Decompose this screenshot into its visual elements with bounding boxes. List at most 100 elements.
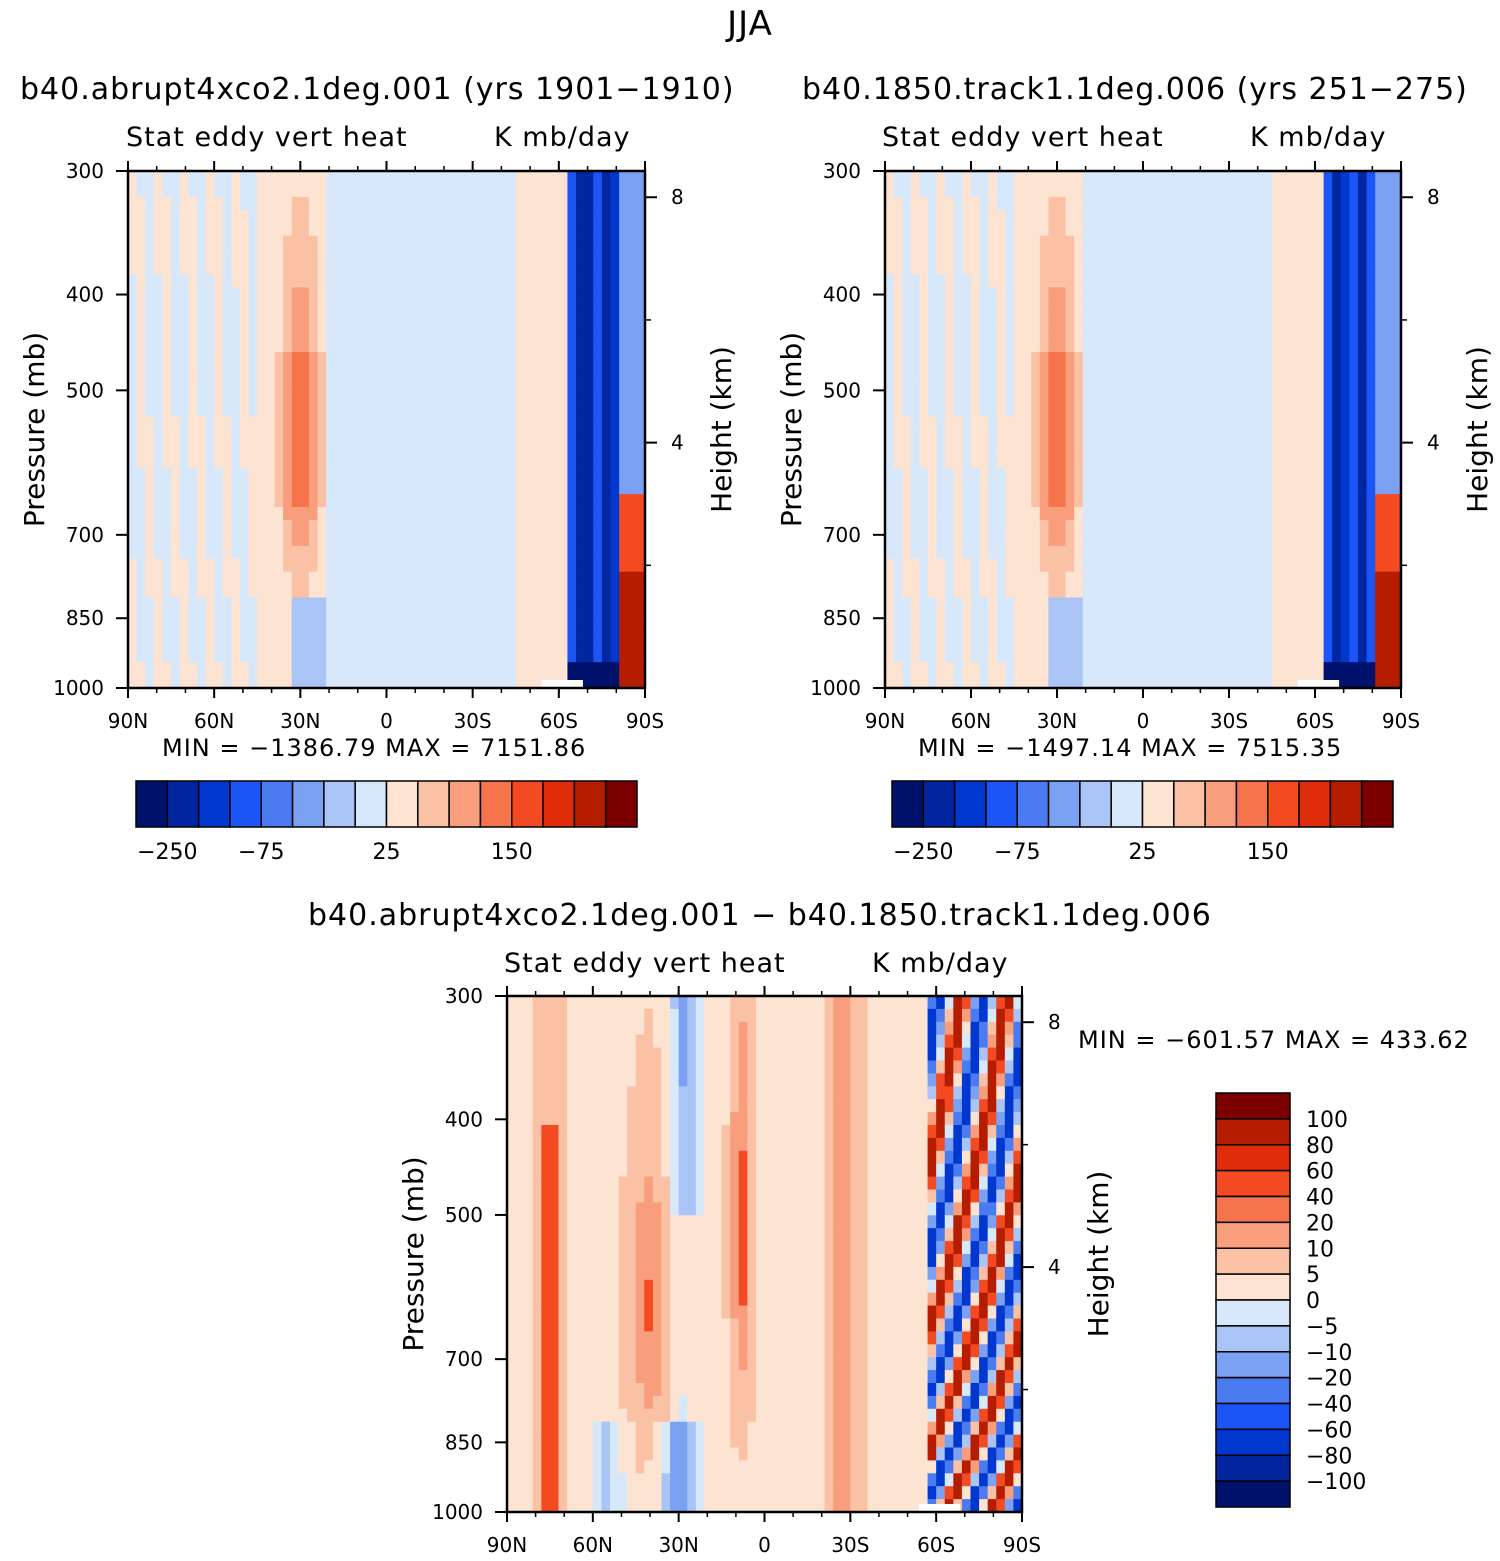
- panel3-x-tick-label: 60N: [573, 1533, 613, 1557]
- panel1-ylabel: Pressure (mb): [18, 332, 51, 527]
- panel1-title: b40.abrupt4xco2.1deg.001 (yrs 1901−1910): [20, 72, 735, 107]
- panel2-x-tick-label: 0: [1137, 709, 1150, 733]
- panel3-colorbar-swatch: [1215, 1299, 1291, 1327]
- panel1-x-tick-label: 0: [380, 709, 393, 733]
- panel1-colorbar-label: 150: [491, 840, 533, 865]
- panel1-stats: MIN = −1386.79 MAX = 7151.86: [162, 734, 587, 762]
- panel3-colorbar-label: 0: [1306, 1289, 1320, 1314]
- panel3-y-tick-label: 300: [445, 984, 483, 1008]
- panel2-colorbar-swatch: [1110, 780, 1144, 828]
- panel1-plot: 90N 60N 30N 0 30S 60S 90S 300 400 500 700 850 1000 8 4…: [18, 159, 738, 733]
- panel1-y-right-tick-label: 4: [671, 431, 684, 455]
- panel1-x-tick-label: 30N: [280, 709, 320, 733]
- panel3-colorbar-label: −100: [1306, 1470, 1366, 1495]
- panel3-colorbar-label: −20: [1306, 1367, 1352, 1392]
- panel3-x-tick-label: 30S: [831, 1533, 869, 1557]
- panel2-subtitle-left: Stat eddy vert heat: [882, 122, 1164, 153]
- panel2-colorbar-swatch: [1016, 780, 1050, 828]
- panel1-x-tick-label: 90S: [626, 709, 664, 733]
- panel3-colorbar-swatch: [1215, 1454, 1291, 1482]
- figure-title: JJA: [727, 4, 773, 44]
- panel3-colorbar-swatch: [1215, 1428, 1291, 1456]
- panel3-colorbar-label: −10: [1306, 1341, 1352, 1366]
- panel2-subtitle-right: K mb/day: [1250, 122, 1387, 153]
- panel1-colorbar-swatch: [260, 780, 294, 828]
- panel3-colorbar-swatch: [1215, 1195, 1291, 1224]
- panel3-colorbar-label: 80: [1306, 1134, 1334, 1159]
- panel2-colorbar-swatch: [1329, 780, 1363, 828]
- panel2-x-tick-label: 30S: [1210, 709, 1248, 733]
- panel3-y-tick-label: 850: [445, 1430, 483, 1454]
- panel3-ylabel: Pressure (mb): [397, 1156, 430, 1351]
- panel2-colorbar-swatch: [922, 780, 956, 828]
- panel2-x-tick-label: 60N: [951, 709, 991, 733]
- panel3-colorbar-swatch: [1215, 1480, 1291, 1508]
- panel1-colorbar-swatch: [197, 780, 231, 828]
- panel3-colorbar-label: −5: [1306, 1315, 1338, 1340]
- panel2-y-right-tick-label: 8: [1427, 185, 1440, 209]
- panel3-colorbar-label: 100: [1306, 1108, 1348, 1133]
- panel3-colorbar-swatch: [1215, 1118, 1291, 1146]
- panel1-x-tick-label: 30S: [454, 709, 492, 733]
- panel2-title: b40.1850.track1.1deg.006 (yrs 251−275): [802, 72, 1468, 107]
- panel1-field: [128, 171, 646, 689]
- panel3-y-tick-label: 700: [445, 1347, 483, 1371]
- panel2-y-tick-label: 700: [823, 523, 861, 547]
- panel3-field: [507, 996, 1023, 1513]
- panel1-x-tick-label: 90N: [108, 709, 148, 733]
- panel3-colorbar-label: −60: [1306, 1418, 1352, 1443]
- panel2-colorbar-swatch: [985, 780, 1018, 828]
- panel3-colorbar-swatch: [1215, 1402, 1291, 1431]
- panel3-colorbar-label: −80: [1306, 1444, 1352, 1469]
- panel3-colorbar-swatch: [1215, 1376, 1291, 1405]
- panel2-colorbar-label: −250: [893, 840, 953, 865]
- panel2-plot: 90N 60N 30N 0 30S 60S 90S 300 400 500 700 850 1000 8 4…: [775, 159, 1494, 733]
- panel2-y-tick-label: 500: [823, 378, 861, 402]
- panel3-subtitle-left: Stat eddy vert heat: [504, 948, 786, 979]
- panel2-x-tick-label: 30N: [1037, 709, 1077, 733]
- panel3-x-tick-label: 60S: [917, 1533, 955, 1557]
- panel3-ylabel-right: Height (km): [1082, 1171, 1115, 1338]
- panel1-colorbar-swatch: [229, 780, 262, 828]
- panel2-x-tick-label: 90S: [1382, 709, 1420, 733]
- panel2-colorbar-swatch: [1204, 780, 1238, 828]
- panel3-colorbar-swatch: [1215, 1169, 1291, 1198]
- panel1-colorbar-swatch: [166, 780, 200, 828]
- diff-title: b40.abrupt4xco2.1deg.001 − b40.1850.trac…: [308, 898, 1212, 933]
- panel3-colorbar-swatch: [1215, 1325, 1291, 1353]
- panel1-colorbar-swatch: [385, 780, 419, 828]
- panel1-y-tick-label: 1000: [53, 676, 104, 700]
- panel1-y-tick-label: 300: [66, 159, 104, 183]
- panel2-colorbar: −250 −75 25 150: [891, 780, 1394, 865]
- panel3-colorbar-label: 20: [1306, 1211, 1334, 1236]
- panel1-x-tick-label: 60N: [194, 709, 234, 733]
- panel1-colorbar-swatch: [479, 780, 513, 828]
- panel3-y-tick-label: 500: [445, 1203, 483, 1227]
- panel2-colorbar-label: 25: [1129, 840, 1157, 865]
- panel3-x-tick-label: 90S: [1003, 1533, 1041, 1557]
- panel3-subtitle-right: K mb/day: [872, 948, 1009, 979]
- panel1-colorbar-label: 25: [373, 840, 401, 865]
- panel2-y-tick-label: 400: [823, 283, 861, 307]
- panel1-colorbar: −250 −75 25 150: [135, 780, 638, 865]
- panel2-x-tick-label: 90N: [865, 709, 905, 733]
- panel1-y-tick-label: 850: [66, 606, 104, 630]
- panel2-colorbar-swatch: [1267, 780, 1300, 828]
- panel3-colorbar-label: 5: [1306, 1263, 1320, 1288]
- panel2-y-tick-label: 1000: [810, 676, 861, 700]
- panel3-y-tick-label: 400: [445, 1107, 483, 1131]
- panel3-y-tick-label: 1000: [432, 1500, 483, 1524]
- panel3-colorbar-label: 10: [1306, 1237, 1334, 1262]
- panel2-colorbar-swatch: [1360, 780, 1394, 828]
- panel3-y-right-tick-label: 8: [1048, 1010, 1061, 1034]
- panel1-colorbar-label: −75: [238, 840, 284, 865]
- panel2-colorbar-swatch: [891, 780, 925, 828]
- panel1-colorbar-swatch: [542, 780, 576, 828]
- panel2-field: [885, 171, 1402, 689]
- panel1-colorbar-swatch: [604, 780, 638, 828]
- panel2-ylabel: Pressure (mb): [775, 332, 808, 527]
- panel3-x-tick-label: 90N: [487, 1533, 527, 1557]
- panel1-x-tick-label: 60S: [540, 709, 578, 733]
- panel3-y-right-tick-label: 4: [1048, 1255, 1061, 1279]
